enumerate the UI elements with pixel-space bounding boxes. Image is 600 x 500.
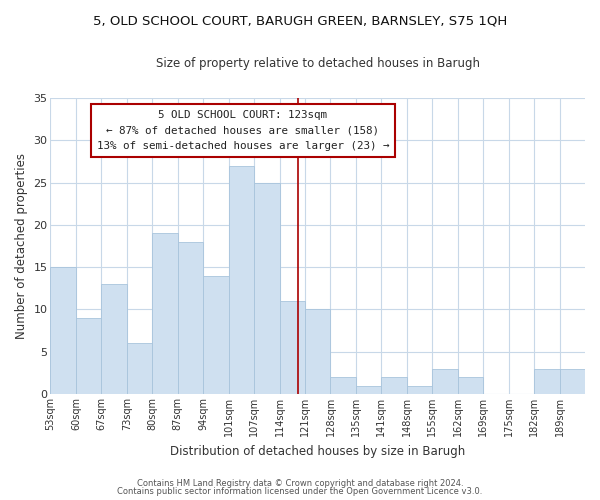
Bar: [382, 377, 407, 394]
Bar: [280, 301, 305, 394]
Title: Size of property relative to detached houses in Barugh: Size of property relative to detached ho…: [156, 58, 480, 70]
Bar: [152, 234, 178, 394]
Bar: [560, 368, 585, 394]
Bar: [432, 368, 458, 394]
Bar: [229, 166, 254, 394]
Bar: [203, 276, 229, 394]
Text: 5 OLD SCHOOL COURT: 123sqm
← 87% of detached houses are smaller (158)
13% of sem: 5 OLD SCHOOL COURT: 123sqm ← 87% of deta…: [97, 110, 389, 151]
Bar: [458, 377, 483, 394]
Bar: [331, 377, 356, 394]
Bar: [50, 267, 76, 394]
Bar: [356, 386, 382, 394]
X-axis label: Distribution of detached houses by size in Barugh: Distribution of detached houses by size …: [170, 444, 466, 458]
Bar: [407, 386, 432, 394]
Bar: [254, 182, 280, 394]
Text: Contains HM Land Registry data © Crown copyright and database right 2024.: Contains HM Land Registry data © Crown c…: [137, 478, 463, 488]
Text: Contains public sector information licensed under the Open Government Licence v3: Contains public sector information licen…: [118, 487, 482, 496]
Bar: [127, 344, 152, 394]
Bar: [76, 318, 101, 394]
Bar: [305, 310, 331, 394]
Y-axis label: Number of detached properties: Number of detached properties: [15, 153, 28, 339]
Bar: [534, 368, 560, 394]
Bar: [101, 284, 127, 394]
Text: 5, OLD SCHOOL COURT, BARUGH GREEN, BARNSLEY, S75 1QH: 5, OLD SCHOOL COURT, BARUGH GREEN, BARNS…: [93, 15, 507, 28]
Bar: [178, 242, 203, 394]
